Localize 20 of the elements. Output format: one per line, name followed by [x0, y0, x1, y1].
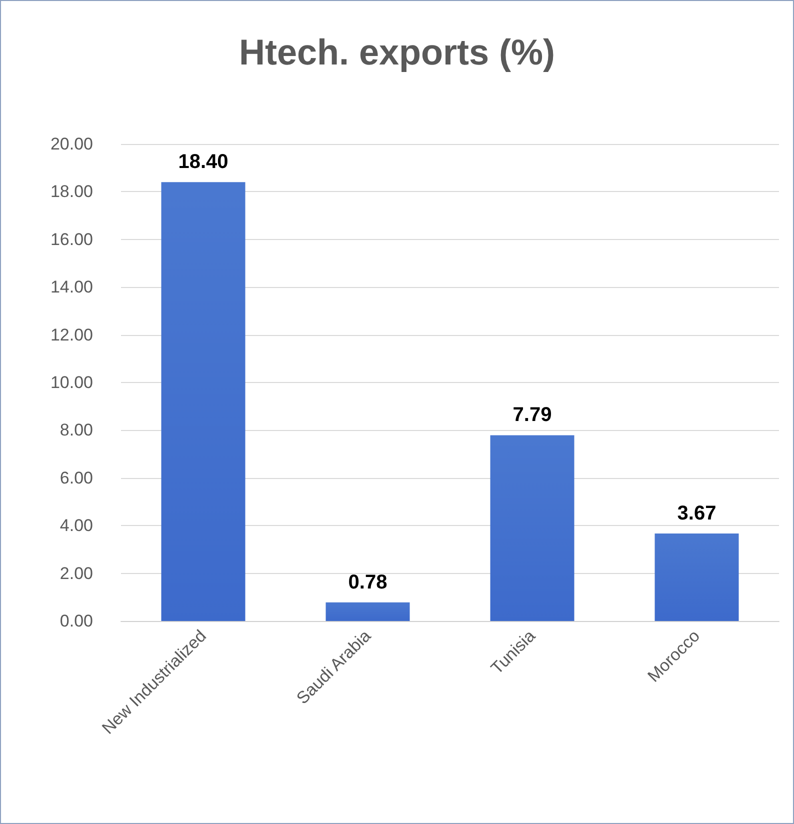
data-label: 3.67: [677, 502, 716, 524]
bar: [326, 602, 410, 621]
data-label: 18.40: [178, 151, 228, 174]
data-label: 0.78: [348, 571, 388, 594]
y-tick-label: 8.00: [60, 420, 93, 440]
y-tick-label: 4.00: [60, 516, 93, 536]
y-tick-label: 6.00: [60, 468, 93, 488]
y-tick-label: 10.00: [50, 373, 93, 392]
y-tick-label: 2.00: [60, 564, 93, 583]
chart-title: Htech. exports (%): [238, 32, 556, 72]
bar: [161, 182, 246, 621]
y-tick-label: 16.00: [50, 230, 93, 249]
y-tick-label: 0.00: [60, 612, 93, 630]
bar: [654, 533, 739, 621]
y-tick-label: 20.00: [50, 134, 93, 154]
bar: [490, 435, 574, 621]
y-tick-label: 14.00: [50, 278, 93, 297]
data-label: 7.79: [512, 404, 552, 426]
y-tick-label: 18.00: [50, 182, 93, 202]
y-tick-label: 12.00: [50, 325, 93, 344]
